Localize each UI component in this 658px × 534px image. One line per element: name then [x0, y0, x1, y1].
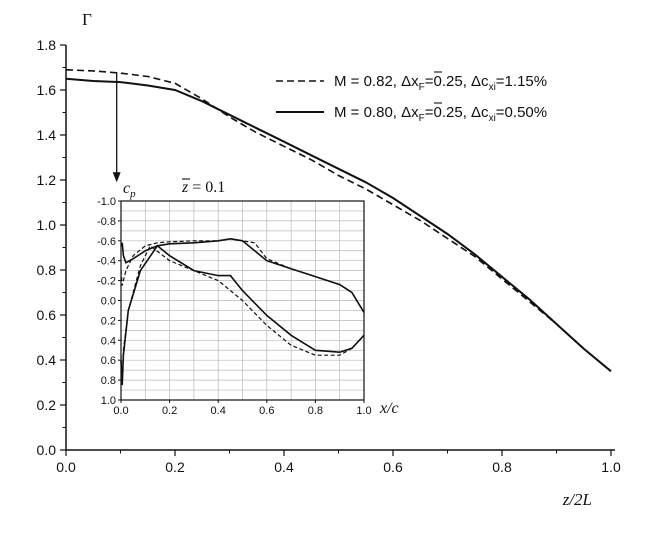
legend-label-part: xi [489, 82, 496, 93]
inset-y-tick-label: -0.8 [97, 216, 116, 228]
series-line-1 [65, 77, 612, 373]
inset-y-axis-title: cp [123, 180, 136, 200]
main-series [65, 69, 612, 373]
inset-y-tick-label: 0.8 [101, 375, 116, 387]
x-tick-label: 0.8 [492, 459, 512, 475]
inset-y-tick-label: -0.2 [97, 276, 116, 288]
y-tick-label: 1.4 [37, 127, 57, 143]
y-tick-label: 1.8 [37, 37, 57, 53]
legend-label-part: F [419, 82, 425, 93]
inset-y-tick-label: -0.6 [97, 236, 116, 248]
y-tick-label: 0.2 [37, 397, 57, 413]
inset-x-axis-title: x/c [379, 400, 399, 417]
legend-label-part: xi [489, 113, 496, 124]
inset-y-tick-label: 1.0 [101, 395, 116, 407]
inset-title-rest: = 0.1 [188, 179, 225, 196]
main-axes: 0.0 0.2 0.4 0.6 0.8 1.00.00.20.40.60.81.01.21… [37, 10, 621, 509]
legend-label-part: =0.25, Δc [425, 104, 489, 121]
y-tick-label: 1.0 [37, 217, 57, 233]
inset-y-tick-label: 0.4 [101, 335, 116, 347]
inset-y-axis-title-sub: p [129, 188, 136, 200]
x-tick-label: 1.0 [601, 459, 621, 475]
x-tick-label: 0.6 [383, 459, 403, 475]
inset-y-tick-label: 0.6 [101, 355, 116, 367]
y-tick-label: 0.6 [37, 307, 57, 323]
y-tick-label: 0.0 [37, 442, 57, 458]
series-line-0 [65, 69, 612, 372]
legend-label-part: F [419, 113, 425, 124]
inset-chart: 0.0 0.2 0.4 0.6 0.8 1.0 -1.0 -0.8 -0.6 -0.4 -0.2 0.… [97, 178, 399, 417]
inset-y-tick-label: 0.0 [101, 296, 116, 308]
y-tick-label: 1.2 [37, 172, 57, 188]
legend-label-part: =1.15% [496, 73, 547, 90]
annotation-arrow [112, 72, 121, 183]
inset-series-line-1 [120, 244, 365, 386]
inset-title: z = 0.1 [181, 179, 225, 196]
y-tick-label: 0.4 [37, 352, 57, 368]
inset-x-tick-label: 0.4 [211, 405, 226, 417]
legend-label-part: =0.25, Δc [425, 73, 489, 90]
inset-y-tick-label: -0.4 [97, 256, 116, 268]
inset-title-var: z [181, 179, 189, 196]
x-tick-label: 0.0 [56, 459, 76, 475]
legend-label-part: =0.50% [496, 104, 547, 121]
legend: M = 0.82, ΔxF=0.25, Δcxi=1.15%M = 0.80, … [276, 71, 547, 124]
inset-y-tick-label: 0.2 [101, 315, 116, 327]
inset-y-axis-title-main: c [123, 180, 130, 197]
inset-x-tick-label: 0.0 [113, 405, 128, 417]
inset-x-tick-label: 0.6 [259, 405, 274, 417]
legend-label: M = 0.80, ΔxF=0.25, Δcxi=0.50% [334, 104, 547, 124]
x-tick-label: 0.4 [274, 459, 294, 475]
inset-y-tick-label: -1.0 [97, 196, 116, 208]
legend-entry: M = 0.80, ΔxF=0.25, Δcxi=0.50% [276, 102, 547, 124]
inset-x-tick-label: 1.0 [356, 405, 371, 417]
y-tick-label: 0.8 [37, 262, 57, 278]
inset-series-line-3 [120, 244, 365, 383]
x-axis-title: z/2L [562, 490, 592, 509]
inset-series-line-0 [120, 237, 365, 313]
legend-entry: M = 0.82, ΔxF=0.25, Δcxi=1.15% [276, 71, 547, 93]
inset-x-tick-label: 0.8 [308, 405, 323, 417]
arrow-head [112, 172, 121, 183]
legend-label: M = 0.82, ΔxF=0.25, Δcxi=1.15% [334, 73, 547, 93]
y-axis-title: Γ [82, 10, 92, 29]
legend-label-part: M = 0.82, Δx [334, 73, 419, 90]
legend-label-part: M = 0.80, Δx [334, 104, 419, 121]
y-tick-label: 1.6 [37, 82, 57, 98]
inset-x-tick-label: 0.2 [162, 405, 177, 417]
x-tick-label: 0.2 [165, 459, 185, 475]
